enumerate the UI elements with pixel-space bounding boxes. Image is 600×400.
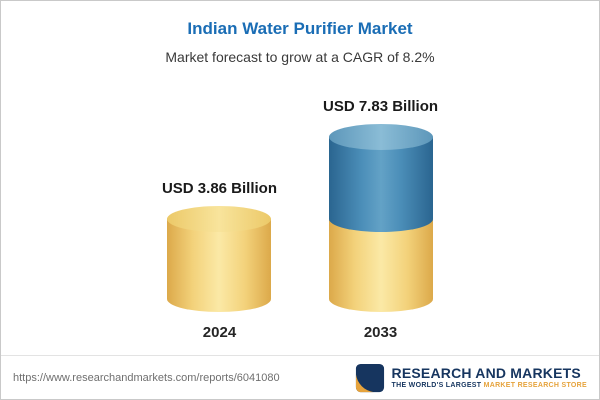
chart-subtitle: Market forecast to grow at a CAGR of 8.2… xyxy=(165,49,435,66)
bar-category: 2024 xyxy=(202,324,237,341)
chart-header: Indian Water Purifier Market Market fore… xyxy=(1,1,599,65)
footer: https://www.researchandmarkets.com/repor… xyxy=(1,355,599,399)
bar-value-label: USD 3.86 Billion xyxy=(161,180,277,197)
cylinder-2033 xyxy=(328,124,433,312)
researchandmarkets-logo-icon xyxy=(355,363,385,393)
bar-category: 2033 xyxy=(363,324,398,341)
bar-group: USD 3.86 Billion 2024 xyxy=(162,180,277,341)
researchandmarkets-logo: RESEARCH AND MARKETS THE WORLD'S LARGEST… xyxy=(355,363,587,393)
logo-tagline: THE WORLD'S LARGEST MARKET RESEARCH STOR… xyxy=(392,382,587,390)
bar-value-label: USD 7.83 Billion xyxy=(323,98,439,115)
bar-chart: USD 3.86 Billion 2024 USD 7.83 Billion 2… xyxy=(1,65,599,355)
cylinder-cap xyxy=(167,206,272,232)
logo-text: RESEARCH AND MARKETS THE WORLD'S LARGEST… xyxy=(392,365,587,390)
source-url: https://www.researchandmarkets.com/repor… xyxy=(13,371,280,384)
cylinder-segment-base xyxy=(167,206,272,312)
logo-tagline-part2: MARKET RESEARCH STORE xyxy=(483,382,587,390)
cylinder-segment-growth xyxy=(328,124,433,232)
bar-group: USD 7.83 Billion 2033 xyxy=(323,98,438,341)
cylinder-segment-base xyxy=(328,219,433,312)
logo-tagline-part1: THE WORLD'S LARGEST xyxy=(391,382,484,390)
cylinder-2024 xyxy=(167,206,272,312)
chart-title: Indian Water Purifier Market xyxy=(187,19,413,38)
logo-wordmark: RESEARCH AND MARKETS xyxy=(391,364,581,381)
cylinder-cap xyxy=(328,124,433,150)
